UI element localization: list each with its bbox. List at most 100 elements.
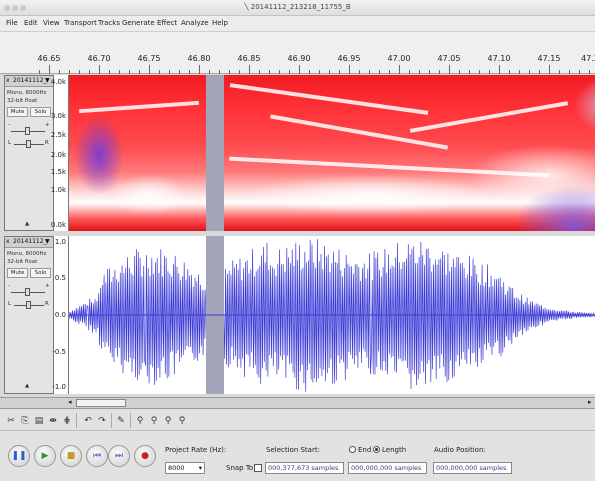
- ruler-tick: [549, 65, 550, 74]
- track-close-icon[interactable]: x: [6, 238, 10, 245]
- track-name-label[interactable]: 20141112_: [13, 77, 47, 84]
- spectrogram-view[interactable]: [69, 75, 595, 231]
- waveform-view[interactable]: [69, 236, 595, 394]
- mute-button[interactable]: Mute: [7, 107, 28, 117]
- pan-slider-handle[interactable]: [26, 301, 31, 309]
- maximize-window-icon[interactable]: [20, 5, 26, 11]
- frequency-scale: 4.0k 3.0k 2.5k 2.0k 1.5k 1.0k 0.0k: [50, 75, 69, 231]
- scale-label: -0.5: [52, 348, 66, 356]
- horizontal-scrollbar[interactable]: ◂ ▸: [0, 397, 595, 409]
- silence-icon[interactable]: ⋕: [63, 416, 71, 426]
- length-field[interactable]: 000,000,000 samples: [348, 462, 427, 474]
- ruler-label: 46.70: [87, 54, 111, 63]
- trim-icon[interactable]: ⇼: [49, 416, 57, 426]
- ruler-tick: [379, 70, 380, 74]
- cut-icon[interactable]: ✂: [7, 416, 15, 426]
- zoom-in-icon[interactable]: ⚲: [136, 416, 144, 426]
- ruler-tick: [399, 65, 400, 74]
- snap-to-checkbox[interactable]: [254, 464, 262, 472]
- chevron-down-icon: ▾: [198, 464, 202, 472]
- ruler-tick: [89, 70, 90, 74]
- track-name-label[interactable]: 20141112_: [13, 238, 47, 245]
- audio-position-field[interactable]: 000,000,000 samples: [433, 462, 512, 474]
- solo-button[interactable]: Solo: [30, 107, 51, 117]
- pan-slider-handle[interactable]: [26, 140, 31, 148]
- ruler-tick: [309, 70, 310, 74]
- transport-selection-toolbar: ❚❚ ▶ ■ ⏮ ⏭ ● Project Rate (Hz): 8000 ▾ S…: [0, 431, 595, 481]
- fit-project-icon[interactable]: ⚲: [178, 416, 186, 426]
- scale-label: 4.0k: [50, 78, 66, 86]
- end-radio-icon: [349, 446, 356, 453]
- collapse-track-icon[interactable]: ▲: [25, 383, 30, 389]
- menu-effect[interactable]: Effect: [157, 19, 178, 27]
- scroll-left-icon[interactable]: ◂: [68, 398, 72, 406]
- ruler-tick: [189, 70, 190, 74]
- ruler-label: 47.2: [581, 54, 595, 63]
- zoom-out-icon[interactable]: ⚲: [150, 416, 158, 426]
- fit-selection-icon[interactable]: ⚲: [164, 416, 172, 426]
- ruler-tick: [229, 70, 230, 74]
- ruler-tick: [389, 70, 390, 74]
- gain-slider-handle[interactable]: [25, 288, 30, 296]
- ruler-tick: [99, 65, 100, 74]
- menu-analyze[interactable]: Analyze: [181, 19, 209, 27]
- timeline-ruler[interactable]: 46.65 46.70 46.75 46.80 46.85 46.90 46.9…: [0, 32, 595, 74]
- menu-file[interactable]: File: [6, 19, 18, 27]
- redo-icon[interactable]: ↷: [98, 416, 106, 426]
- scale-label: 3.0k: [50, 112, 66, 120]
- ruler-tick: [319, 70, 320, 74]
- gain-plus-label: +: [45, 122, 50, 128]
- play-button[interactable]: ▶: [34, 445, 56, 467]
- skip-end-button[interactable]: ⏭: [108, 445, 130, 467]
- ruler-label: 46.75: [137, 54, 161, 63]
- menu-view[interactable]: View: [43, 19, 60, 27]
- project-rate-select[interactable]: 8000 ▾: [165, 462, 205, 474]
- skip-start-button[interactable]: ⏮: [86, 445, 108, 467]
- scrollbar-thumb[interactable]: [76, 399, 126, 407]
- draw-tool-icon[interactable]: ✎: [117, 416, 125, 426]
- menu-edit[interactable]: Edit: [24, 19, 38, 27]
- toolbar-separator: [111, 413, 112, 428]
- ruler-label: 46.95: [337, 54, 361, 63]
- project-rate-label: Project Rate (Hz):: [165, 446, 227, 454]
- audio-position-value: 000,000,000 samples: [436, 464, 507, 472]
- ruler-tick: [129, 70, 130, 74]
- copy-icon[interactable]: ⎘: [21, 416, 29, 426]
- mute-button[interactable]: Mute: [7, 268, 28, 278]
- paste-icon[interactable]: ▤: [34, 416, 44, 426]
- ruler-tick: [579, 70, 580, 74]
- stop-button[interactable]: ■: [60, 445, 82, 467]
- menu-generate[interactable]: Generate: [122, 19, 155, 27]
- track-dropdown-icon[interactable]: ▼: [45, 77, 50, 84]
- ruler-tick: [469, 70, 470, 74]
- collapse-track-icon[interactable]: ▲: [25, 221, 30, 227]
- ruler-tick: [49, 65, 50, 74]
- selection-start-field[interactable]: 000,377,673 samples: [265, 462, 344, 474]
- menu-help[interactable]: Help: [212, 19, 228, 27]
- scroll-right-icon[interactable]: ▸: [588, 398, 592, 406]
- project-rate-value: 8000: [168, 464, 185, 472]
- close-window-icon[interactable]: [4, 5, 10, 11]
- minimize-window-icon[interactable]: [12, 5, 18, 11]
- ruler-tick: [339, 70, 340, 74]
- solo-button[interactable]: Solo: [30, 268, 51, 278]
- gain-slider-handle[interactable]: [25, 127, 30, 135]
- end-radio[interactable]: End: [349, 446, 371, 454]
- ruler-tick: [449, 65, 450, 74]
- window-title: ╲ 20141112_213218_11755_B: [244, 3, 351, 11]
- selection-region[interactable]: [206, 75, 224, 231]
- menu-transport[interactable]: Transport: [64, 19, 97, 27]
- track-dropdown-icon[interactable]: ▼: [45, 238, 50, 245]
- track-close-icon[interactable]: x: [6, 77, 10, 84]
- ruler-tick: [559, 70, 560, 74]
- scale-label: 1.0k: [50, 186, 66, 194]
- record-button[interactable]: ●: [134, 445, 156, 467]
- length-radio[interactable]: Length: [373, 446, 406, 454]
- ruler-tick: [529, 70, 530, 74]
- menu-tracks[interactable]: Tracks: [98, 19, 120, 27]
- ruler-tick: [369, 70, 370, 74]
- ruler-tick: [249, 65, 250, 74]
- undo-icon[interactable]: ↶: [84, 416, 92, 426]
- pause-button[interactable]: ❚❚: [8, 445, 30, 467]
